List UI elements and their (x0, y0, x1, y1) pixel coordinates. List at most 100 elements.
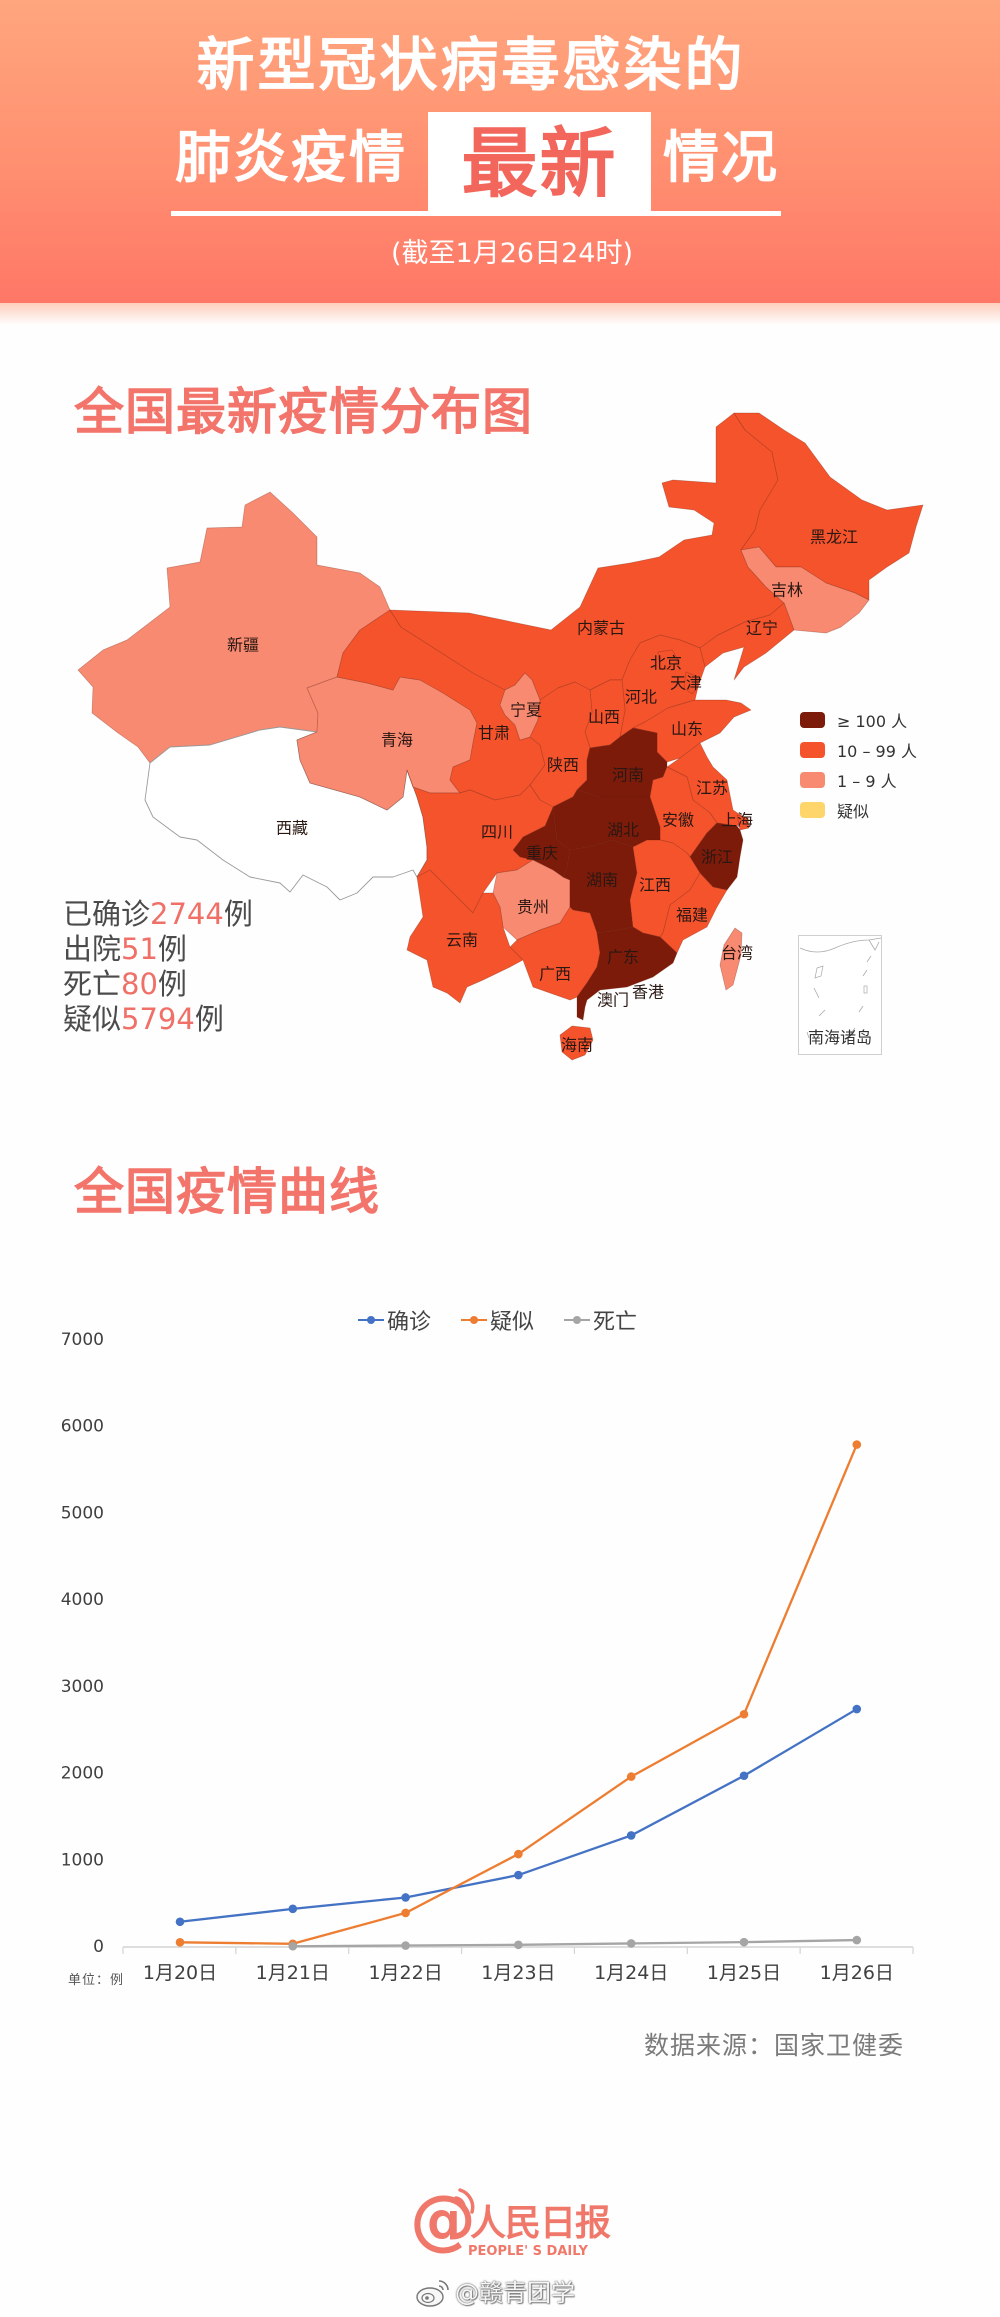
stat-unit: 例 (157, 967, 187, 1001)
stat-label: 死亡 (63, 967, 122, 1001)
label-xianggang: 香港 (632, 983, 664, 1002)
data-point-marker (175, 1938, 185, 1947)
chart-unit-label: 单位：例 (68, 1973, 125, 1988)
y-axis-tick-label: 5000 (61, 1503, 104, 1523)
legend-label-mid: 10 – 99 人 (837, 742, 917, 761)
label-qinghai: 青海 (381, 731, 413, 750)
stat-value: 2744 (150, 897, 224, 931)
province-tianjin (683, 671, 699, 695)
label-jiangxi: 江西 (639, 876, 671, 895)
south-china-sea-label: 南海诸岛 (807, 1028, 872, 1047)
line-marker-icon (461, 1316, 488, 1324)
data-point-marker (514, 1940, 523, 1950)
dot-icon (367, 1316, 375, 1324)
data-point-marker (514, 1849, 523, 1859)
y-axis-tick-label: 4000 (61, 1590, 104, 1610)
chart-legend: 确诊 疑似 死亡 (358, 1304, 667, 1336)
legend-item-suspect: 疑似 (800, 795, 917, 825)
dot-icon (470, 1316, 479, 1324)
chart-legend-deaths: 死亡 (564, 1304, 637, 1336)
label-xinjiang: 新疆 (227, 636, 259, 655)
stat-value: 5794 (121, 1002, 195, 1036)
label-hainan: 海南 (561, 1036, 593, 1055)
label-jiangsu: 江苏 (696, 779, 728, 798)
label-taiwan: 台湾 (721, 944, 753, 963)
data-point-marker (175, 1917, 185, 1927)
province-jilin (740, 546, 870, 634)
province-shanghai (736, 814, 750, 831)
x-axis-tick-label: 1月22日 (368, 1962, 442, 1984)
y-axis-tick-label: 1000 (61, 1850, 104, 1870)
title-highlight-text: 最新 (461, 119, 618, 208)
chart-legend-confirmed: 确诊 (358, 1304, 431, 1336)
data-point-marker (626, 1772, 636, 1781)
weibo-icon (416, 2280, 449, 2307)
label-sichuan: 四川 (481, 823, 513, 842)
title-subtitle-date: (截至1月26日24时) (391, 238, 633, 269)
map-legend: ≥ 100 人 10 – 99 人 1 – 9 人 疑似 (800, 705, 917, 825)
label-shaanxi: 陕西 (547, 756, 579, 775)
province-beijing (657, 649, 679, 671)
province-shapes (77, 412, 924, 1061)
x-axis-tick-label: 1月21日 (256, 1962, 330, 1984)
summary-stats: 已确诊2744例 出院51例 死亡80例 疑似5794例 (63, 897, 253, 1037)
label-henan: 河南 (612, 766, 644, 785)
data-point-marker (626, 1939, 636, 1948)
label-hebei: 河北 (625, 688, 657, 707)
x-axis-tick-label: 1月25日 (707, 1962, 781, 1984)
title-line-2-left: 肺炎疫情 (175, 126, 407, 191)
label-guizhou: 贵州 (517, 898, 549, 917)
stat-label: 疑似 (63, 1002, 122, 1036)
data-point-marker (514, 1870, 523, 1880)
stat-discharged: 出院51例 (63, 932, 253, 967)
stat-label: 出院 (63, 932, 122, 966)
label-fujian: 福建 (676, 906, 708, 925)
data-point-marker (401, 1893, 410, 1902)
data-point-marker (852, 1440, 862, 1449)
label-yunnan: 云南 (446, 931, 478, 950)
province-fujian (659, 872, 728, 954)
province-neimenggu (389, 412, 785, 701)
title-line-2-right: 情况 (663, 126, 779, 191)
label-shandong: 山东 (671, 720, 703, 739)
data-point-marker (739, 1709, 749, 1719)
x-axis-tick-label: 1月23日 (481, 1962, 555, 1984)
chart-legend-suspected: 疑似 (461, 1304, 534, 1336)
label-guangdong: 广东 (607, 948, 639, 967)
label-shanghai: 上海 (721, 811, 753, 830)
weibo-watermark: @赣青团学 (455, 2279, 575, 2307)
y-axis-tick-label: 0 (93, 1937, 104, 1957)
series-line (292, 1938, 857, 1948)
south-china-sea-islands-icon (799, 937, 882, 1039)
legend-swatch-mid (800, 742, 825, 758)
data-point-marker (288, 1904, 298, 1914)
peoples-daily-logo-english: PEOPLE' S DAILY (468, 2244, 588, 2259)
y-axis-tick-label: 2000 (61, 1764, 104, 1784)
stat-unit: 例 (157, 932, 187, 966)
label-liaoning: 辽宁 (746, 619, 778, 638)
data-point-marker (626, 1831, 636, 1840)
legend-label-high: ≥ 100 人 (837, 712, 908, 731)
header-shadow (0, 303, 1000, 325)
label-guangxi: 广西 (539, 965, 571, 984)
chart-legend-label: 死亡 (593, 1310, 638, 1335)
chart-legend-label: 确诊 (387, 1310, 432, 1335)
stat-value: 51 (121, 932, 158, 966)
label-zhejiang: 浙江 (701, 848, 733, 867)
data-point-marker (739, 1771, 749, 1781)
signal-arcs-icon (454, 2188, 475, 2214)
legend-swatch-low (800, 772, 825, 788)
y-axis-tick-label: 3000 (61, 1677, 104, 1697)
chart-legend-label: 疑似 (490, 1310, 535, 1335)
province-yunnan (406, 869, 524, 1004)
peoples-daily-logo-text: 人民日报 (470, 2203, 611, 2244)
stat-label: 已确诊 (63, 897, 151, 931)
label-gansu: 甘肃 (478, 724, 510, 743)
title-line-1: 新型冠状病毒感染的 (196, 31, 746, 99)
legend-label-low: 1 – 9 人 (837, 772, 897, 791)
label-xizang: 西藏 (276, 819, 308, 838)
province-liaoning (699, 602, 795, 681)
label-ningxia: 宁夏 (510, 701, 542, 720)
y-axis-tick-label: 7000 (61, 1330, 104, 1350)
line-marker-icon (358, 1316, 384, 1324)
